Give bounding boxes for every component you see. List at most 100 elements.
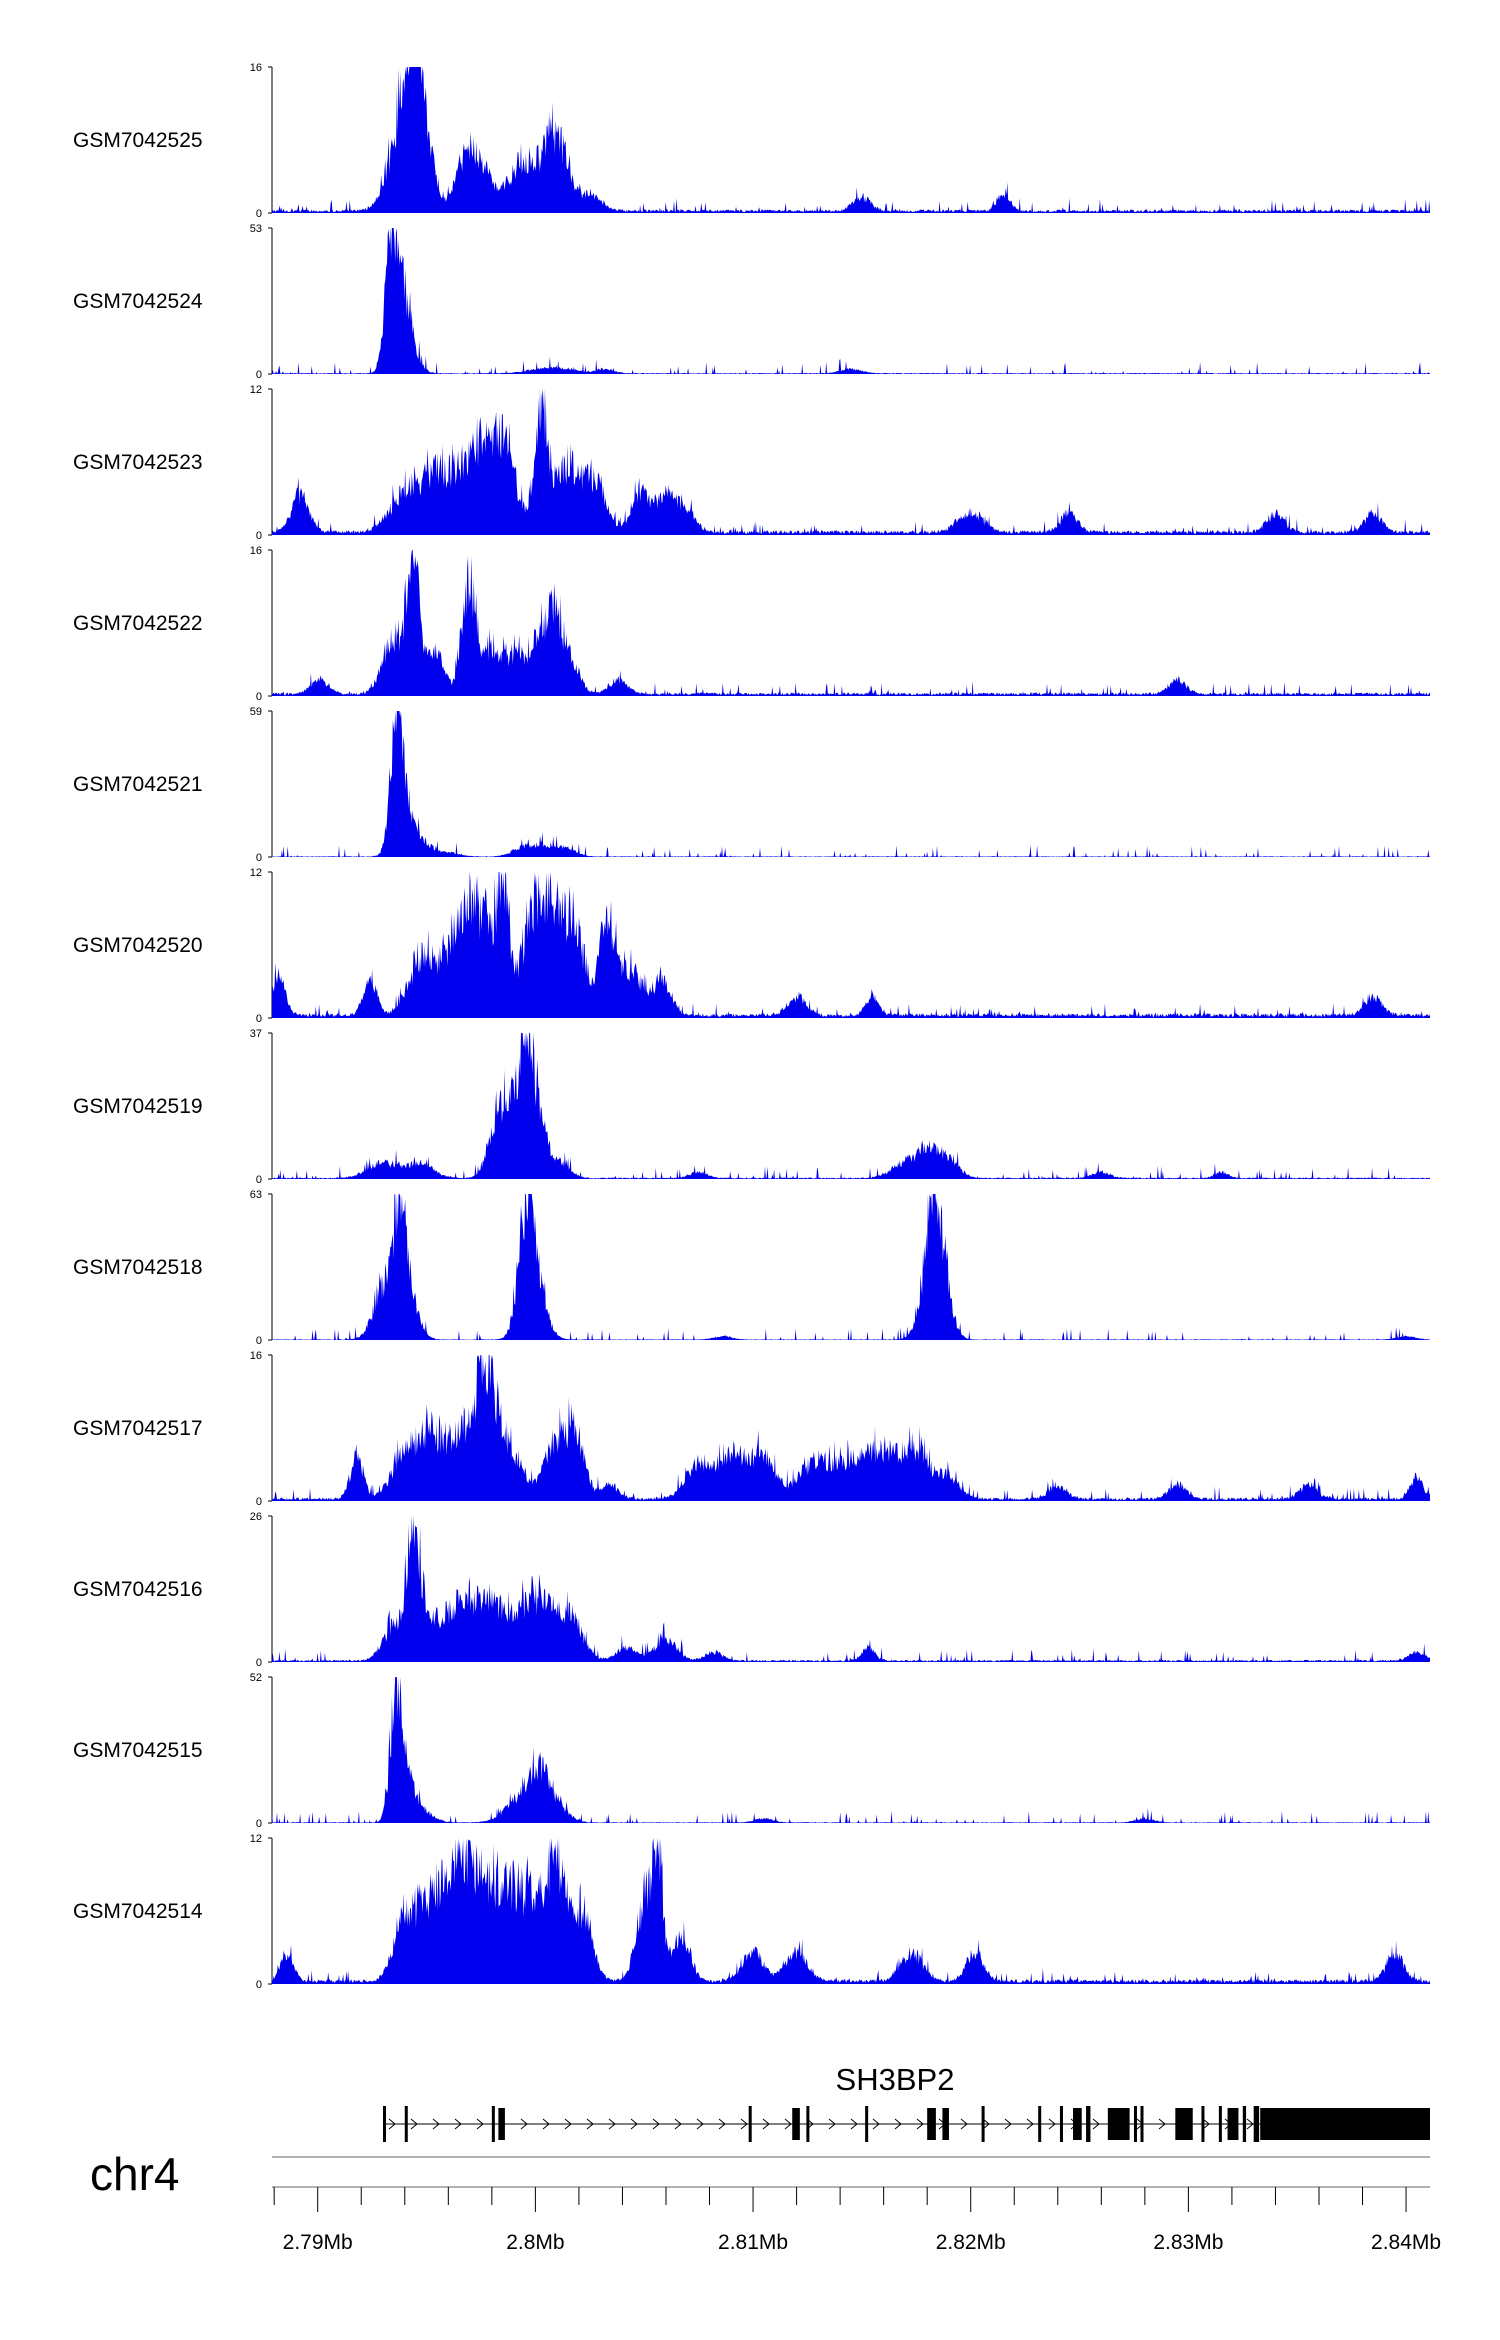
x-tick-label: 2.82Mb bbox=[936, 2231, 1006, 2254]
track-GSM7042524: GSM7042524 53 0 bbox=[73, 223, 1430, 381]
y-min-label: 0 bbox=[256, 208, 262, 220]
y-min-label: 0 bbox=[256, 1979, 262, 1991]
genomic-axis: chr4 2.79Mb 2.8Mb 2.81Mb 2.82Mb 2.83Mb 2.84Mb bbox=[90, 2148, 1441, 2254]
signal-area bbox=[272, 711, 1430, 857]
y-max-label: 16 bbox=[250, 545, 262, 557]
y-min-label: 0 bbox=[256, 1657, 262, 1669]
y-max-label: 12 bbox=[250, 867, 262, 879]
strand-chevron bbox=[894, 2118, 902, 2130]
strand-chevron bbox=[432, 2118, 440, 2130]
strand-chevron bbox=[674, 2118, 682, 2130]
track-label: GSM7042521 bbox=[73, 773, 203, 796]
track-label: GSM7042523 bbox=[73, 451, 203, 474]
strand-chevron bbox=[740, 2118, 748, 2130]
track-label: GSM7042518 bbox=[73, 1256, 203, 1279]
track-label: GSM7042514 bbox=[73, 1900, 203, 1923]
track-GSM7042518: GSM7042518 63 0 bbox=[73, 1189, 1430, 1347]
track-label: GSM7042516 bbox=[73, 1578, 203, 1601]
strand-chevron bbox=[696, 2118, 704, 2130]
signal-area bbox=[272, 1677, 1430, 1823]
strand-chevron bbox=[564, 2118, 572, 2130]
strand-chevron bbox=[1026, 2118, 1034, 2130]
y-min-label: 0 bbox=[256, 1013, 262, 1025]
track-GSM7042516: GSM7042516 26 0 bbox=[73, 1511, 1430, 1669]
exon-block bbox=[1107, 2108, 1130, 2140]
exon-block bbox=[491, 2106, 495, 2142]
exon-block bbox=[498, 2108, 505, 2140]
exon-block bbox=[1260, 2108, 1430, 2140]
x-tick-label: 2.83Mb bbox=[1153, 2231, 1223, 2254]
strand-chevron bbox=[476, 2118, 484, 2130]
y-max-label: 12 bbox=[250, 1833, 262, 1845]
signal-area bbox=[272, 389, 1430, 535]
track-GSM7042525: GSM7042525 16 0 bbox=[73, 62, 1430, 220]
y-min-label: 0 bbox=[256, 1496, 262, 1508]
exon-block bbox=[1133, 2106, 1137, 2142]
x-tick-label: 2.84Mb bbox=[1371, 2231, 1441, 2254]
strand-chevron bbox=[454, 2118, 462, 2130]
track-label: GSM7042522 bbox=[73, 612, 203, 635]
strand-chevron bbox=[1004, 2118, 1012, 2130]
signal-area bbox=[272, 1355, 1430, 1501]
exon-block bbox=[1086, 2106, 1091, 2142]
strand-chevron bbox=[960, 2118, 968, 2130]
track-GSM7042517: GSM7042517 16 0 bbox=[73, 1350, 1430, 1508]
exon-block bbox=[981, 2106, 985, 2142]
strand-chevron bbox=[542, 2118, 550, 2130]
y-min-label: 0 bbox=[256, 530, 262, 542]
signal-area bbox=[272, 228, 1430, 374]
y-max-label: 12 bbox=[250, 384, 262, 396]
strand-chevron bbox=[850, 2118, 858, 2130]
strand-chevron bbox=[1202, 2118, 1210, 2130]
exon-block bbox=[1242, 2106, 1247, 2142]
strand-chevron bbox=[784, 2118, 792, 2130]
strand-chevron bbox=[982, 2118, 990, 2130]
track-label: GSM7042517 bbox=[73, 1417, 203, 1440]
exon-block bbox=[1253, 2106, 1260, 2142]
track-GSM7042515: GSM7042515 52 0 bbox=[73, 1672, 1430, 1830]
y-max-label: 63 bbox=[250, 1189, 262, 1201]
exon-block bbox=[1201, 2106, 1205, 2142]
track-GSM7042522: GSM7042522 16 0 bbox=[73, 545, 1430, 703]
track-GSM7042514: GSM7042514 12 0 bbox=[73, 1833, 1430, 1991]
strand-chevron bbox=[1246, 2118, 1254, 2130]
y-max-label: 53 bbox=[250, 223, 262, 235]
signal-area bbox=[272, 1033, 1430, 1179]
strand-chevron bbox=[1158, 2118, 1166, 2130]
y-min-label: 0 bbox=[256, 1174, 262, 1186]
exon-block bbox=[383, 2106, 387, 2142]
exon-block bbox=[1140, 2106, 1144, 2142]
y-min-label: 0 bbox=[256, 1818, 262, 1830]
y-min-label: 0 bbox=[256, 691, 262, 703]
strand-chevron bbox=[1048, 2118, 1056, 2130]
strand-chevron bbox=[762, 2118, 770, 2130]
x-tick-label: 2.81Mb bbox=[718, 2231, 788, 2254]
y-min-label: 0 bbox=[256, 852, 262, 864]
signal-tracks: GSM7042525160GSM7042524530GSM7042523120G… bbox=[73, 62, 1430, 1991]
signal-area bbox=[272, 1194, 1430, 1340]
signal-area bbox=[272, 67, 1430, 213]
strand-chevron bbox=[828, 2118, 836, 2130]
gene-name-label: SH3BP2 bbox=[836, 2062, 955, 2097]
track-label: GSM7042525 bbox=[73, 129, 203, 152]
track-label: GSM7042515 bbox=[73, 1739, 203, 1762]
strand-chevron bbox=[916, 2118, 924, 2130]
strand-chevron bbox=[520, 2118, 528, 2130]
exon-block bbox=[1175, 2108, 1193, 2140]
gene-track: SH3BP2 bbox=[383, 2062, 1430, 2142]
y-max-label: 16 bbox=[250, 1350, 262, 1362]
exon-block bbox=[748, 2106, 752, 2142]
exon-block bbox=[404, 2106, 408, 2142]
exon-block bbox=[942, 2108, 949, 2140]
exon-block bbox=[1218, 2106, 1222, 2142]
exon-block bbox=[865, 2106, 869, 2142]
strand-chevron bbox=[608, 2118, 616, 2130]
y-min-label: 0 bbox=[256, 1335, 262, 1347]
y-max-label: 16 bbox=[250, 62, 262, 74]
track-label: GSM7042519 bbox=[73, 1095, 203, 1118]
exon-block bbox=[806, 2106, 810, 2142]
strand-chevron bbox=[718, 2118, 726, 2130]
y-max-label: 52 bbox=[250, 1672, 262, 1684]
track-GSM7042519: GSM7042519 37 0 bbox=[73, 1028, 1430, 1186]
